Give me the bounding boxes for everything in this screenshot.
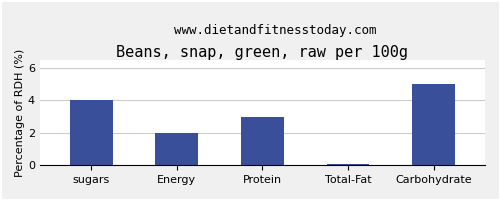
Title: Beans, snap, green, raw per 100g: Beans, snap, green, raw per 100g [116, 45, 408, 60]
Text: www.dietandfitnesstoday.com: www.dietandfitnesstoday.com [174, 24, 376, 37]
Bar [412, 84, 455, 165]
Bar [326, 164, 370, 165]
Y-axis label: Percentage of RDH (%): Percentage of RDH (%) [15, 49, 25, 177]
Bar [70, 100, 112, 165]
Bar [156, 133, 198, 165]
Bar [241, 117, 284, 165]
